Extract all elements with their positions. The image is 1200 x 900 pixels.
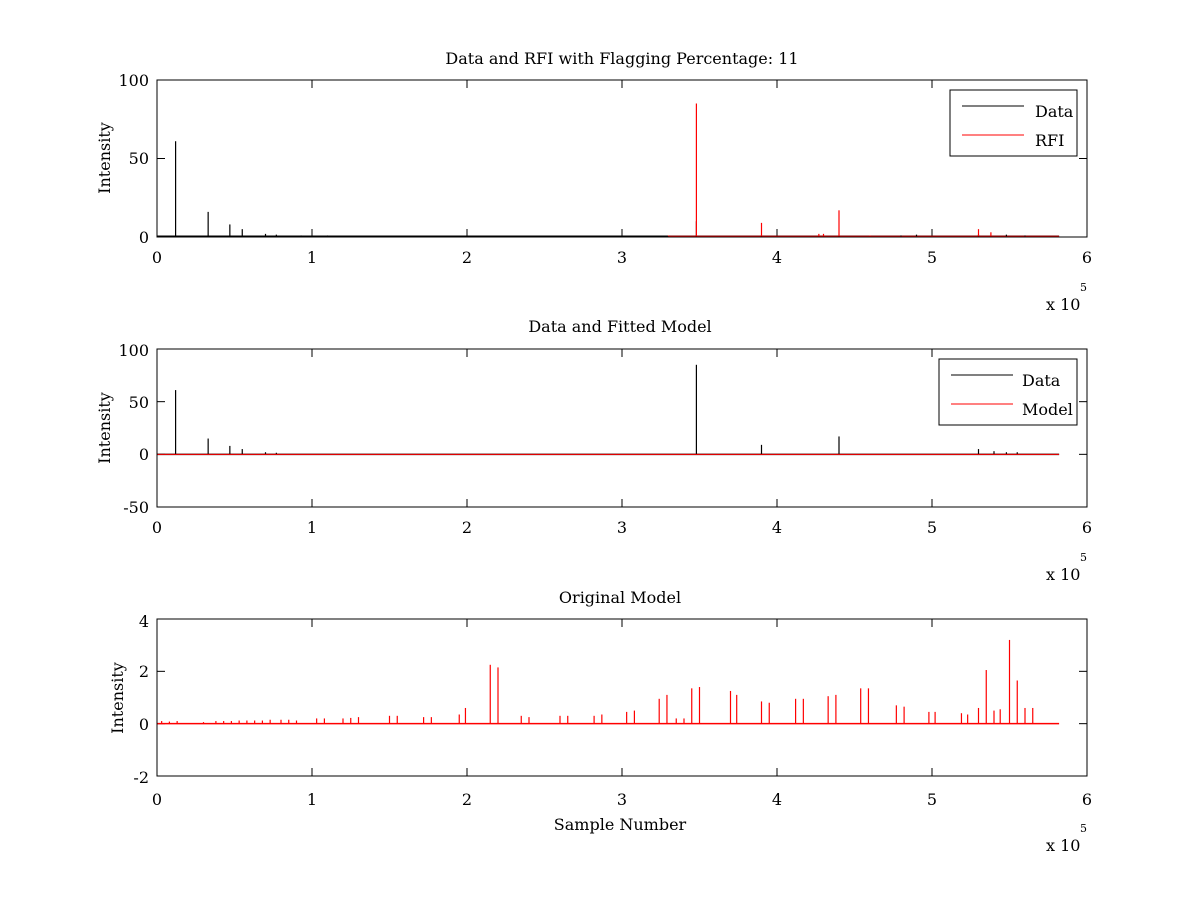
x-exponent-label: x 10: [1046, 565, 1080, 584]
x-exponent-power: 5: [1080, 822, 1087, 835]
subplot-rfi: Data and RFI with Flagging Percentage: 1…: [95, 49, 1092, 314]
y-tick-label: -2: [133, 768, 149, 787]
x-tick-label: 4: [772, 518, 782, 537]
y-tick-label: 100: [118, 71, 149, 90]
axes-frame: [156, 348, 1088, 508]
legend: Data RFI: [949, 89, 1078, 157]
y-ticks: 0 50 100: [118, 71, 149, 247]
y-ticks: -50 0 50 100: [118, 341, 149, 517]
axes-frame: [156, 618, 1088, 777]
x-tick-label: 3: [617, 518, 627, 537]
y-axis-label: Intensity: [95, 122, 114, 194]
y-tick-label: 100: [118, 341, 149, 360]
axes-frame: [156, 79, 1088, 238]
x-ticks: 0 1 2 3 4 5 6: [152, 518, 1092, 537]
legend: Data Model: [938, 358, 1078, 426]
x-exponent-label: x 10: [1046, 836, 1080, 855]
x-tick-label: 5: [927, 790, 937, 809]
subplot-title: Data and RFI with Flagging Percentage: 1…: [445, 49, 798, 68]
y-tick-label: 0: [139, 715, 149, 734]
y-axis-label: Intensity: [95, 392, 114, 464]
x-exponent-label: x 10: [1046, 295, 1080, 314]
subplot-original-model: Original Model Intensity -2 0 2 4 0 1 2 …: [108, 588, 1092, 855]
x-exponent-power: 5: [1080, 281, 1087, 294]
x-tick-label: 6: [1082, 518, 1092, 537]
x-tick-label: 6: [1082, 790, 1092, 809]
subplot-fitted-model: Data and Fitted Model Intensity -50 0 50…: [95, 317, 1092, 584]
x-tick-label: 6: [1082, 248, 1092, 267]
legend-box: [949, 89, 1078, 157]
x-tick-label: 0: [152, 790, 162, 809]
x-ticks: 0 1 2 3 4 5 6: [152, 790, 1092, 809]
y-ticks: -2 0 2 4: [133, 612, 149, 787]
x-ticks: 0 1 2 3 4 5 6: [152, 248, 1092, 267]
y-tick-label: 50: [129, 149, 149, 168]
x-tick-label: 5: [927, 518, 937, 537]
y-tick-label: 0: [139, 445, 149, 464]
x-tick-label: 0: [152, 248, 162, 267]
x-exponent-power: 5: [1080, 551, 1087, 564]
legend-label-rfi: RFI: [1035, 131, 1064, 150]
y-tick-label: 4: [139, 612, 149, 631]
x-axis-label: Sample Number: [554, 815, 687, 834]
x-tick-label: 4: [772, 790, 782, 809]
x-tick-label: 2: [462, 518, 472, 537]
legend-label-data: Data: [1035, 102, 1074, 121]
x-tick-label: 1: [307, 248, 317, 267]
y-tick-label: 0: [139, 228, 149, 247]
x-tick-label: 4: [772, 248, 782, 267]
x-tick-label: 2: [462, 248, 472, 267]
subplot-title: Original Model: [559, 588, 681, 607]
y-axis-label: Intensity: [108, 662, 127, 734]
subplot-title: Data and Fitted Model: [528, 317, 711, 336]
legend-label-model: Model: [1022, 400, 1073, 419]
plot-area: [156, 79, 1088, 238]
x-tick-label: 3: [617, 790, 627, 809]
legend-label-data: Data: [1022, 371, 1061, 390]
y-tick-label: -50: [123, 498, 149, 517]
legend-box: [938, 358, 1078, 426]
y-tick-label: 2: [139, 662, 149, 681]
x-tick-label: 1: [307, 790, 317, 809]
plot-area: [156, 618, 1088, 777]
y-tick-label: 50: [129, 393, 149, 412]
x-tick-label: 0: [152, 518, 162, 537]
x-tick-label: 3: [617, 248, 627, 267]
x-tick-label: 2: [462, 790, 472, 809]
plot-area: [156, 348, 1088, 508]
x-tick-label: 1: [307, 518, 317, 537]
x-tick-label: 5: [927, 248, 937, 267]
